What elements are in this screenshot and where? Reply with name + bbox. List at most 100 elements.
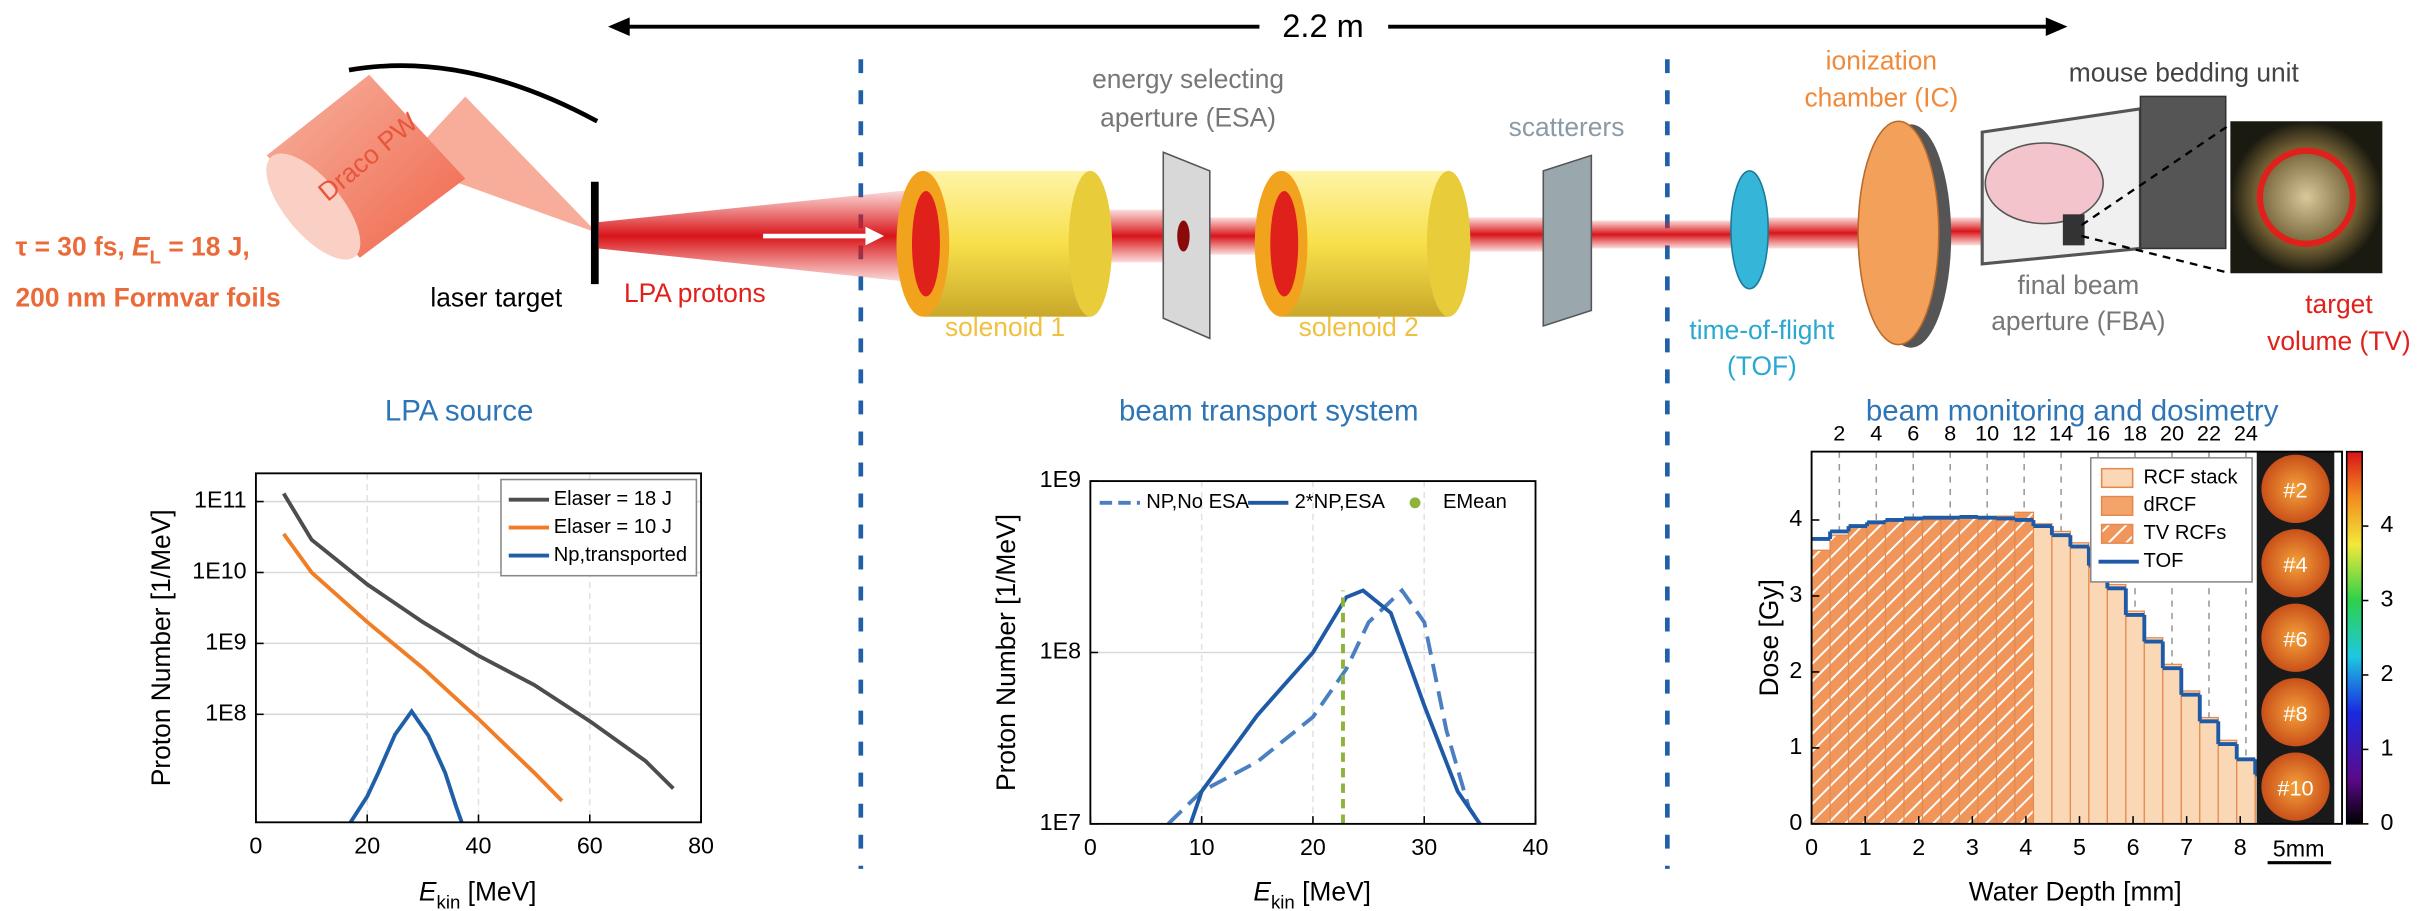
label: laser target: [430, 283, 563, 313]
solenoid: [1254, 170, 1471, 317]
line-series: [282, 532, 564, 803]
x-tick-label: 4: [2019, 834, 2032, 860]
bar: [2217, 739, 2238, 825]
bar: [1829, 534, 1850, 825]
x-tick-label: 40: [466, 832, 492, 858]
x2-tick-label: 6: [1907, 420, 1919, 445]
line-series: [282, 492, 675, 790]
y-tick-label: 1E7: [1040, 809, 1081, 835]
colorbar: [2345, 450, 2363, 825]
label: scatterers: [1509, 112, 1625, 142]
label: final beam: [2018, 270, 2140, 300]
y-tick-label: 1E10: [192, 558, 246, 584]
label: aperture (FBA): [1991, 306, 2165, 336]
bar: [1810, 549, 1831, 825]
x2-tick-label: 12: [2012, 420, 2036, 445]
y-label: Proton Number [1/MeV]: [146, 509, 176, 786]
y-label: Proton Number [1/MeV]: [991, 514, 1021, 791]
section-title: beam transport system: [1119, 395, 1419, 428]
line-series: [348, 708, 464, 824]
line-series: [1166, 587, 1482, 826]
y-tick-label: 1E8: [1040, 638, 1081, 664]
esa: [1162, 151, 1211, 340]
x-tick-label: 30: [1411, 834, 1437, 860]
axis-symbol: E: [419, 877, 437, 907]
x-label: Ekin [MeV]: [419, 877, 537, 911]
colorbar-tick-label: 1: [2381, 735, 2394, 761]
x-tick-label: 80: [688, 832, 714, 858]
y-tick-label: 1E9: [1040, 466, 1081, 492]
x-tick-label: 60: [577, 832, 603, 858]
y-tick-label: 0: [1789, 809, 1802, 835]
axis-subscript: kin: [1271, 892, 1295, 911]
bar: [2143, 637, 2164, 825]
bar: [2236, 758, 2256, 825]
film-label: #10: [2277, 775, 2313, 800]
legend-label: Np,transported: [554, 544, 687, 566]
bar: [1884, 519, 1905, 825]
film-label: #4: [2283, 552, 2307, 577]
legend-label: EMean: [1443, 491, 1507, 513]
line-series: [1188, 588, 1482, 825]
distance-arrow: [608, 17, 2068, 36]
x-tick-label: 0: [249, 832, 262, 858]
x2-tick-label: 18: [2123, 420, 2147, 445]
param-symbol: E: [132, 231, 151, 261]
x-tick-label: 1: [1859, 834, 1872, 860]
section-title: LPA source: [385, 395, 533, 428]
film: [2261, 529, 2330, 598]
film: [2261, 454, 2330, 523]
legend-label: RCF stack: [2144, 466, 2239, 488]
x-tick-label: 0: [1805, 834, 1818, 860]
label: chamber (IC): [1804, 83, 1958, 113]
x2-tick-label: 2: [1833, 420, 1845, 445]
x-tick-label: 8: [2234, 834, 2247, 860]
x-tick-label: 20: [1300, 834, 1326, 860]
label: energy selecting: [1092, 64, 1284, 94]
x2-tick-label: 22: [2197, 420, 2221, 445]
label: (TOF): [1727, 351, 1797, 381]
x-label: Ekin [MeV]: [1253, 877, 1371, 911]
y-tick-label: 1E9: [205, 629, 246, 655]
bar: [2088, 561, 2108, 825]
legend-swatch: [2100, 523, 2134, 544]
legend-label: TOF: [2144, 550, 2184, 572]
bar: [2106, 583, 2127, 825]
label: time-of-flight: [1689, 315, 1835, 345]
colorbar-tick-label: 0: [2381, 809, 2394, 835]
label: solenoid 1: [945, 312, 1065, 342]
bar: [1903, 519, 1924, 825]
legend-swatch: [1409, 497, 1421, 509]
x2-tick-label: 16: [2086, 420, 2110, 445]
bar: [2162, 663, 2182, 825]
foil-label: 200 nm Formvar foils: [16, 283, 281, 313]
film-label: #2: [2283, 478, 2307, 503]
x2-tick-label: 8: [1944, 420, 1956, 445]
film-label: #8: [2283, 701, 2307, 726]
legend-label: Elaser = 18 J: [554, 488, 672, 510]
x-tick-label: 2: [1912, 834, 1925, 860]
target-volume-photo: [2230, 121, 2383, 274]
bar: [1995, 515, 2016, 825]
bar: [2125, 610, 2145, 825]
bar: [1977, 516, 1998, 825]
y-tick-label: 2: [1789, 657, 1802, 683]
param-subscript: L: [150, 247, 161, 268]
bar: [2032, 523, 2053, 825]
label: target: [2305, 289, 2373, 319]
film: [2261, 752, 2330, 821]
bar: [1847, 526, 1868, 825]
scale-bar-label: 5mm: [2273, 835, 2325, 861]
solenoid: [896, 170, 1113, 317]
colorbar-tick-label: 2: [2381, 660, 2394, 686]
section-title: beam monitoring and dosimetry: [1866, 395, 2279, 428]
y-tick-label: 1: [1789, 733, 1802, 759]
bar: [1940, 517, 1961, 825]
mouse-bedding: [1980, 95, 2232, 275]
axis-symbol: E: [1253, 877, 1271, 907]
bar: [2069, 542, 2090, 825]
axis-subscript: kin: [437, 892, 461, 911]
x-tick-label: 20: [354, 832, 380, 858]
